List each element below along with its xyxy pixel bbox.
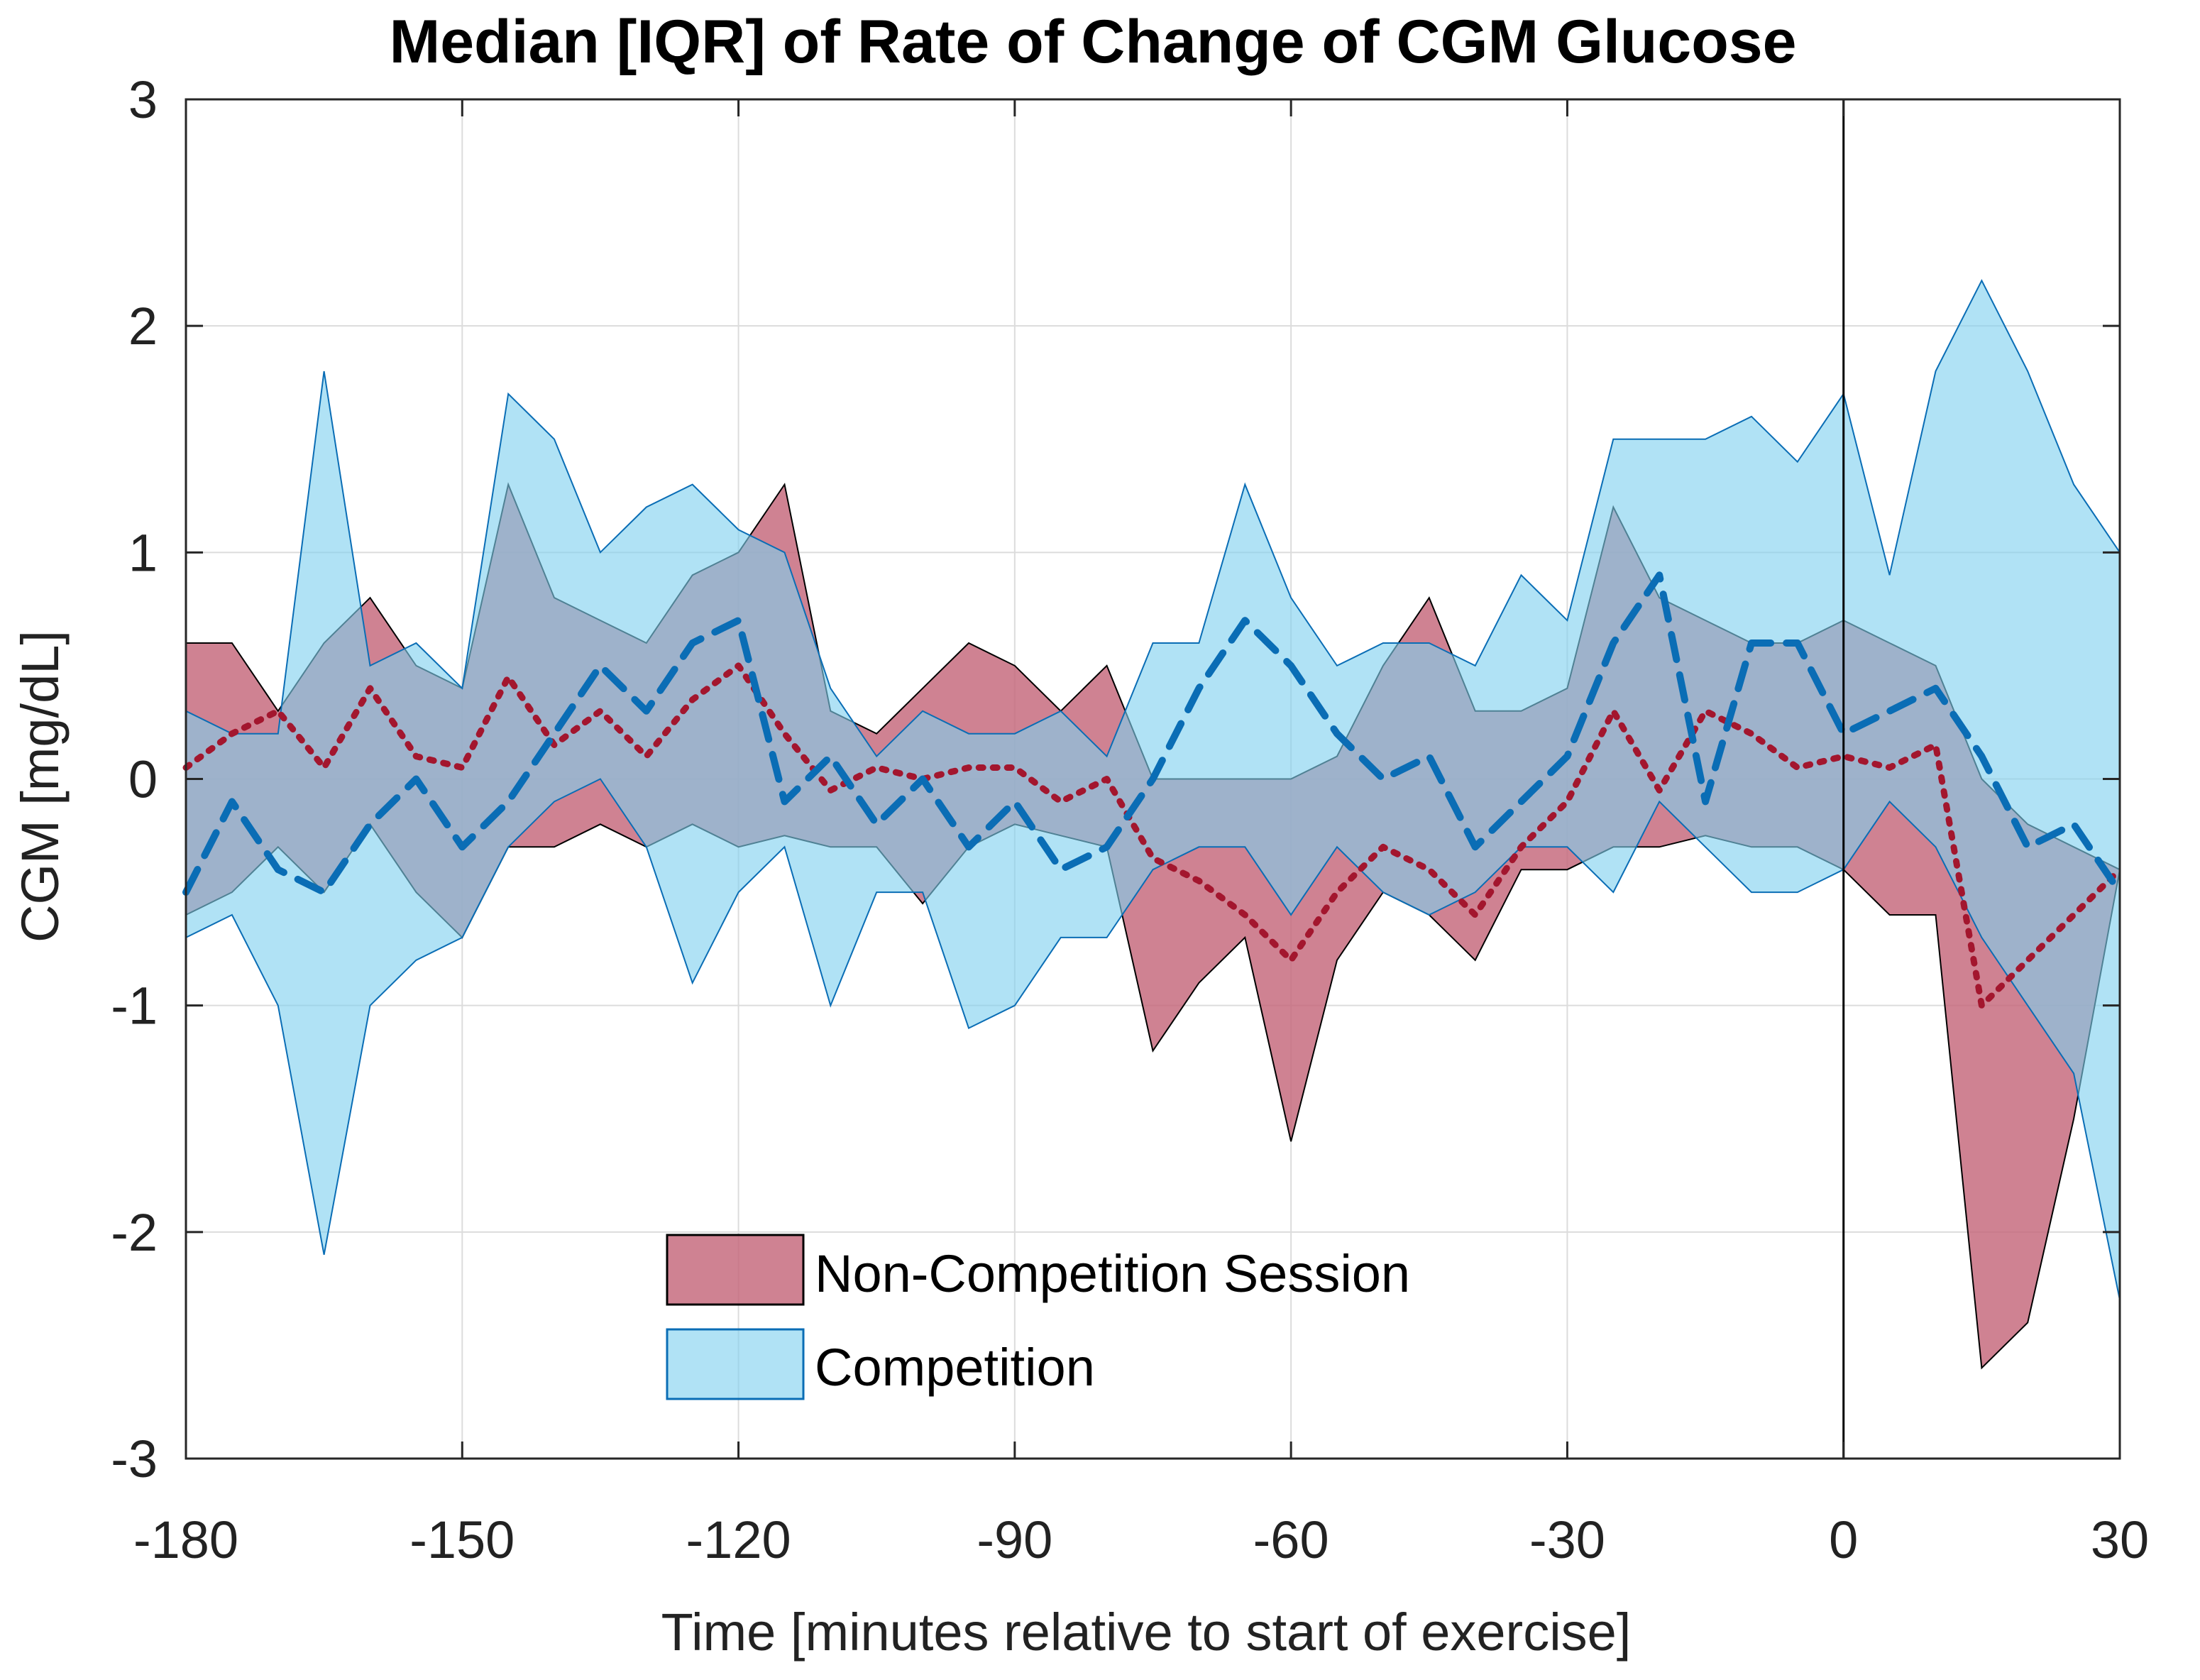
legend-swatch-non-competition <box>666 1234 805 1306</box>
x-tick-label: -90 <box>977 1510 1052 1569</box>
legend-label-non-competition: Non-Competition Session <box>815 1244 1410 1303</box>
tick-label-layer: -180 -150 -120 -90 -60 -30 0 30 -3 -2 -1 0 1 2 3 <box>111 70 2149 1569</box>
chart-title: Median [IQR] of Rate of Change of CGM Gl… <box>390 8 1797 76</box>
x-tick-label: -30 <box>1529 1510 1605 1569</box>
x-tick-label: -120 <box>686 1510 791 1569</box>
y-tick-label: 3 <box>128 70 158 129</box>
y-tick-label: -1 <box>111 977 158 1036</box>
y-tick-label: 2 <box>128 297 158 356</box>
axes-layer <box>185 98 2121 1460</box>
y-tick-label: 0 <box>128 750 158 809</box>
y-tick-label: -3 <box>111 1429 158 1488</box>
x-axis-label: Time [minutes relative to start of exerc… <box>661 1603 1632 1662</box>
x-tick-label: -150 <box>409 1510 515 1569</box>
x-tick-label: -60 <box>1253 1510 1329 1569</box>
y-tick-label: 1 <box>128 523 158 582</box>
y-tick-label: -2 <box>111 1203 158 1262</box>
median-line-layer <box>182 571 2123 1009</box>
legend-swatch-competition <box>666 1328 805 1400</box>
median-line-competition <box>182 571 2123 896</box>
x-tick-label: -180 <box>133 1510 238 1569</box>
y-axis-label: CGM [mg/dL] <box>11 630 70 943</box>
x-tick-label: 0 <box>1829 1510 1858 1569</box>
legend: Non-Competition Session Competition <box>666 1234 1410 1400</box>
median-line-non-competition-session <box>182 662 2123 1009</box>
x-tick-label: 30 <box>2091 1510 2149 1569</box>
legend-label-competition: Competition <box>815 1338 1095 1397</box>
